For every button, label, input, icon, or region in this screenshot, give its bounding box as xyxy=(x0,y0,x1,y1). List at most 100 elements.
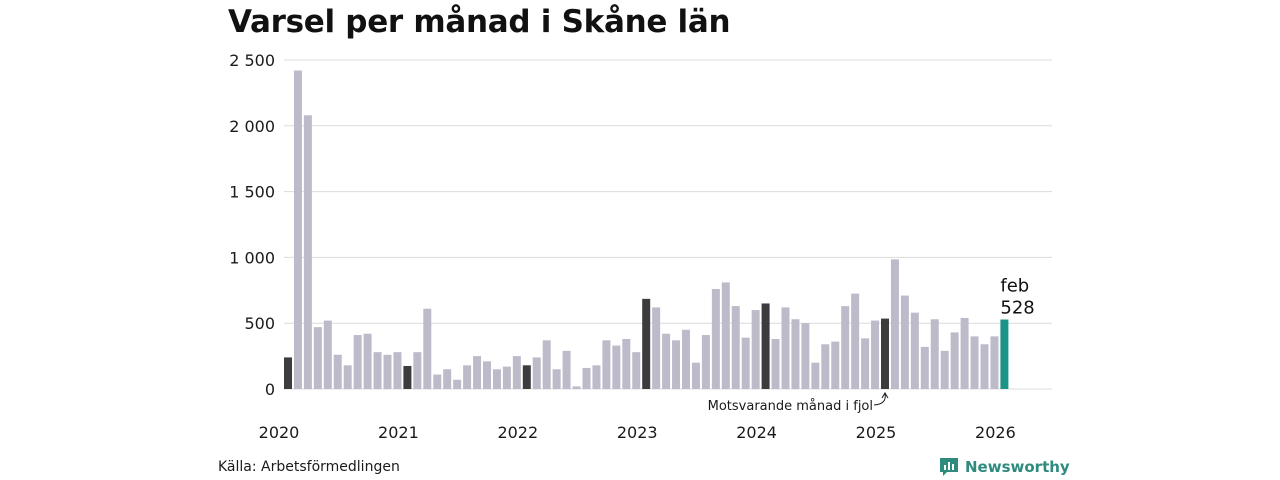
bar xyxy=(353,335,362,389)
bar xyxy=(970,336,979,389)
bar xyxy=(821,344,830,389)
latest-value-number: 528 xyxy=(1000,298,1034,319)
bar xyxy=(393,352,402,389)
bar xyxy=(313,327,322,389)
brand-name: Newsworthy xyxy=(965,458,1070,476)
latest-value-label: feb 528 xyxy=(1000,276,1034,319)
bar xyxy=(652,307,661,389)
bar xyxy=(423,308,432,389)
bar xyxy=(303,115,312,389)
y-tick-label: 0 xyxy=(265,380,275,399)
bar xyxy=(492,369,501,389)
bar xyxy=(512,356,521,389)
bar-latest xyxy=(1000,319,1009,389)
x-tick-label: 2020 xyxy=(259,423,300,442)
bar xyxy=(682,329,690,389)
bar xyxy=(622,338,631,389)
bar xyxy=(323,320,332,389)
bar-same-month xyxy=(761,303,770,389)
y-tick-label: 2 500 xyxy=(229,51,275,70)
bar xyxy=(483,361,491,389)
bar xyxy=(771,338,780,389)
bar-same-month xyxy=(522,365,531,389)
bar-same-month xyxy=(284,357,292,389)
y-tick-label: 1 500 xyxy=(229,183,275,202)
bar xyxy=(333,354,342,389)
x-tick-label: 2024 xyxy=(736,423,777,442)
x-tick-label: 2023 xyxy=(617,423,658,442)
bar xyxy=(532,357,541,389)
bar xyxy=(751,310,760,389)
bar xyxy=(801,323,810,389)
bar xyxy=(691,362,700,389)
bar xyxy=(731,306,740,389)
x-tick-label: 2022 xyxy=(497,423,538,442)
bar xyxy=(711,288,720,389)
bar xyxy=(990,336,999,389)
bar xyxy=(890,259,899,389)
newsworthy-logo-icon xyxy=(940,458,958,476)
bar xyxy=(910,312,919,389)
bar xyxy=(542,340,551,389)
bar xyxy=(871,320,880,389)
bar xyxy=(572,386,581,389)
annotation-label: Motsvarande månad i fjol xyxy=(708,399,873,414)
annotation-arrow xyxy=(873,393,886,406)
bar xyxy=(552,369,561,389)
latest-month-label: feb xyxy=(1000,276,1029,297)
bar xyxy=(930,319,939,389)
bar xyxy=(831,341,840,389)
bar xyxy=(841,306,850,389)
bar xyxy=(383,354,392,389)
bar xyxy=(293,70,302,389)
x-tick-label: 2021 xyxy=(378,423,419,442)
bar xyxy=(453,379,462,389)
bar xyxy=(502,366,511,389)
chart-title: Varsel per månad i Skåne län xyxy=(228,4,731,40)
bar xyxy=(741,337,750,389)
y-axis-ticks: 0 500 1 000 1 500 2 000 2 500 xyxy=(229,51,275,399)
bar xyxy=(940,350,949,389)
bar xyxy=(343,365,352,389)
bar-same-month xyxy=(881,318,889,389)
bar xyxy=(562,350,571,389)
bar xyxy=(900,295,909,389)
bar xyxy=(851,293,860,389)
bar xyxy=(672,340,681,389)
x-tick-label: 2026 xyxy=(975,423,1016,442)
y-tick-label: 500 xyxy=(244,314,275,333)
bar xyxy=(781,307,790,389)
bar xyxy=(701,335,710,389)
y-tick-label: 2 000 xyxy=(229,117,275,136)
bar xyxy=(473,356,482,389)
bar xyxy=(791,319,800,389)
bar xyxy=(592,365,601,389)
bar-chart: 0 500 1 000 1 500 2 000 2 500 2020 2021 2022 202… xyxy=(229,51,1052,442)
bar xyxy=(721,282,730,389)
bar xyxy=(433,374,442,389)
bar xyxy=(443,369,452,389)
source-note: Källa: Arbetsförmedlingen xyxy=(218,459,400,475)
bar-same-month xyxy=(642,298,651,389)
brand-logo: Newsworthy xyxy=(938,456,1070,478)
y-tick-label: 1 000 xyxy=(229,248,275,267)
bar xyxy=(811,362,820,389)
bar xyxy=(920,346,929,389)
bar-same-month xyxy=(403,365,412,389)
bar xyxy=(950,332,959,389)
bars xyxy=(284,70,1009,389)
bar xyxy=(463,365,472,389)
bar xyxy=(612,345,621,389)
x-tick-label: 2025 xyxy=(856,423,897,442)
bar xyxy=(602,340,611,389)
bar xyxy=(662,333,671,389)
annotation-layer: Motsvarande månad i fjol xyxy=(708,392,889,414)
bar xyxy=(960,317,969,389)
bar xyxy=(861,338,870,389)
annotation-arrowhead xyxy=(881,392,889,399)
bar xyxy=(363,333,372,389)
bar xyxy=(413,352,422,389)
bar xyxy=(980,344,989,389)
bar xyxy=(582,367,591,389)
